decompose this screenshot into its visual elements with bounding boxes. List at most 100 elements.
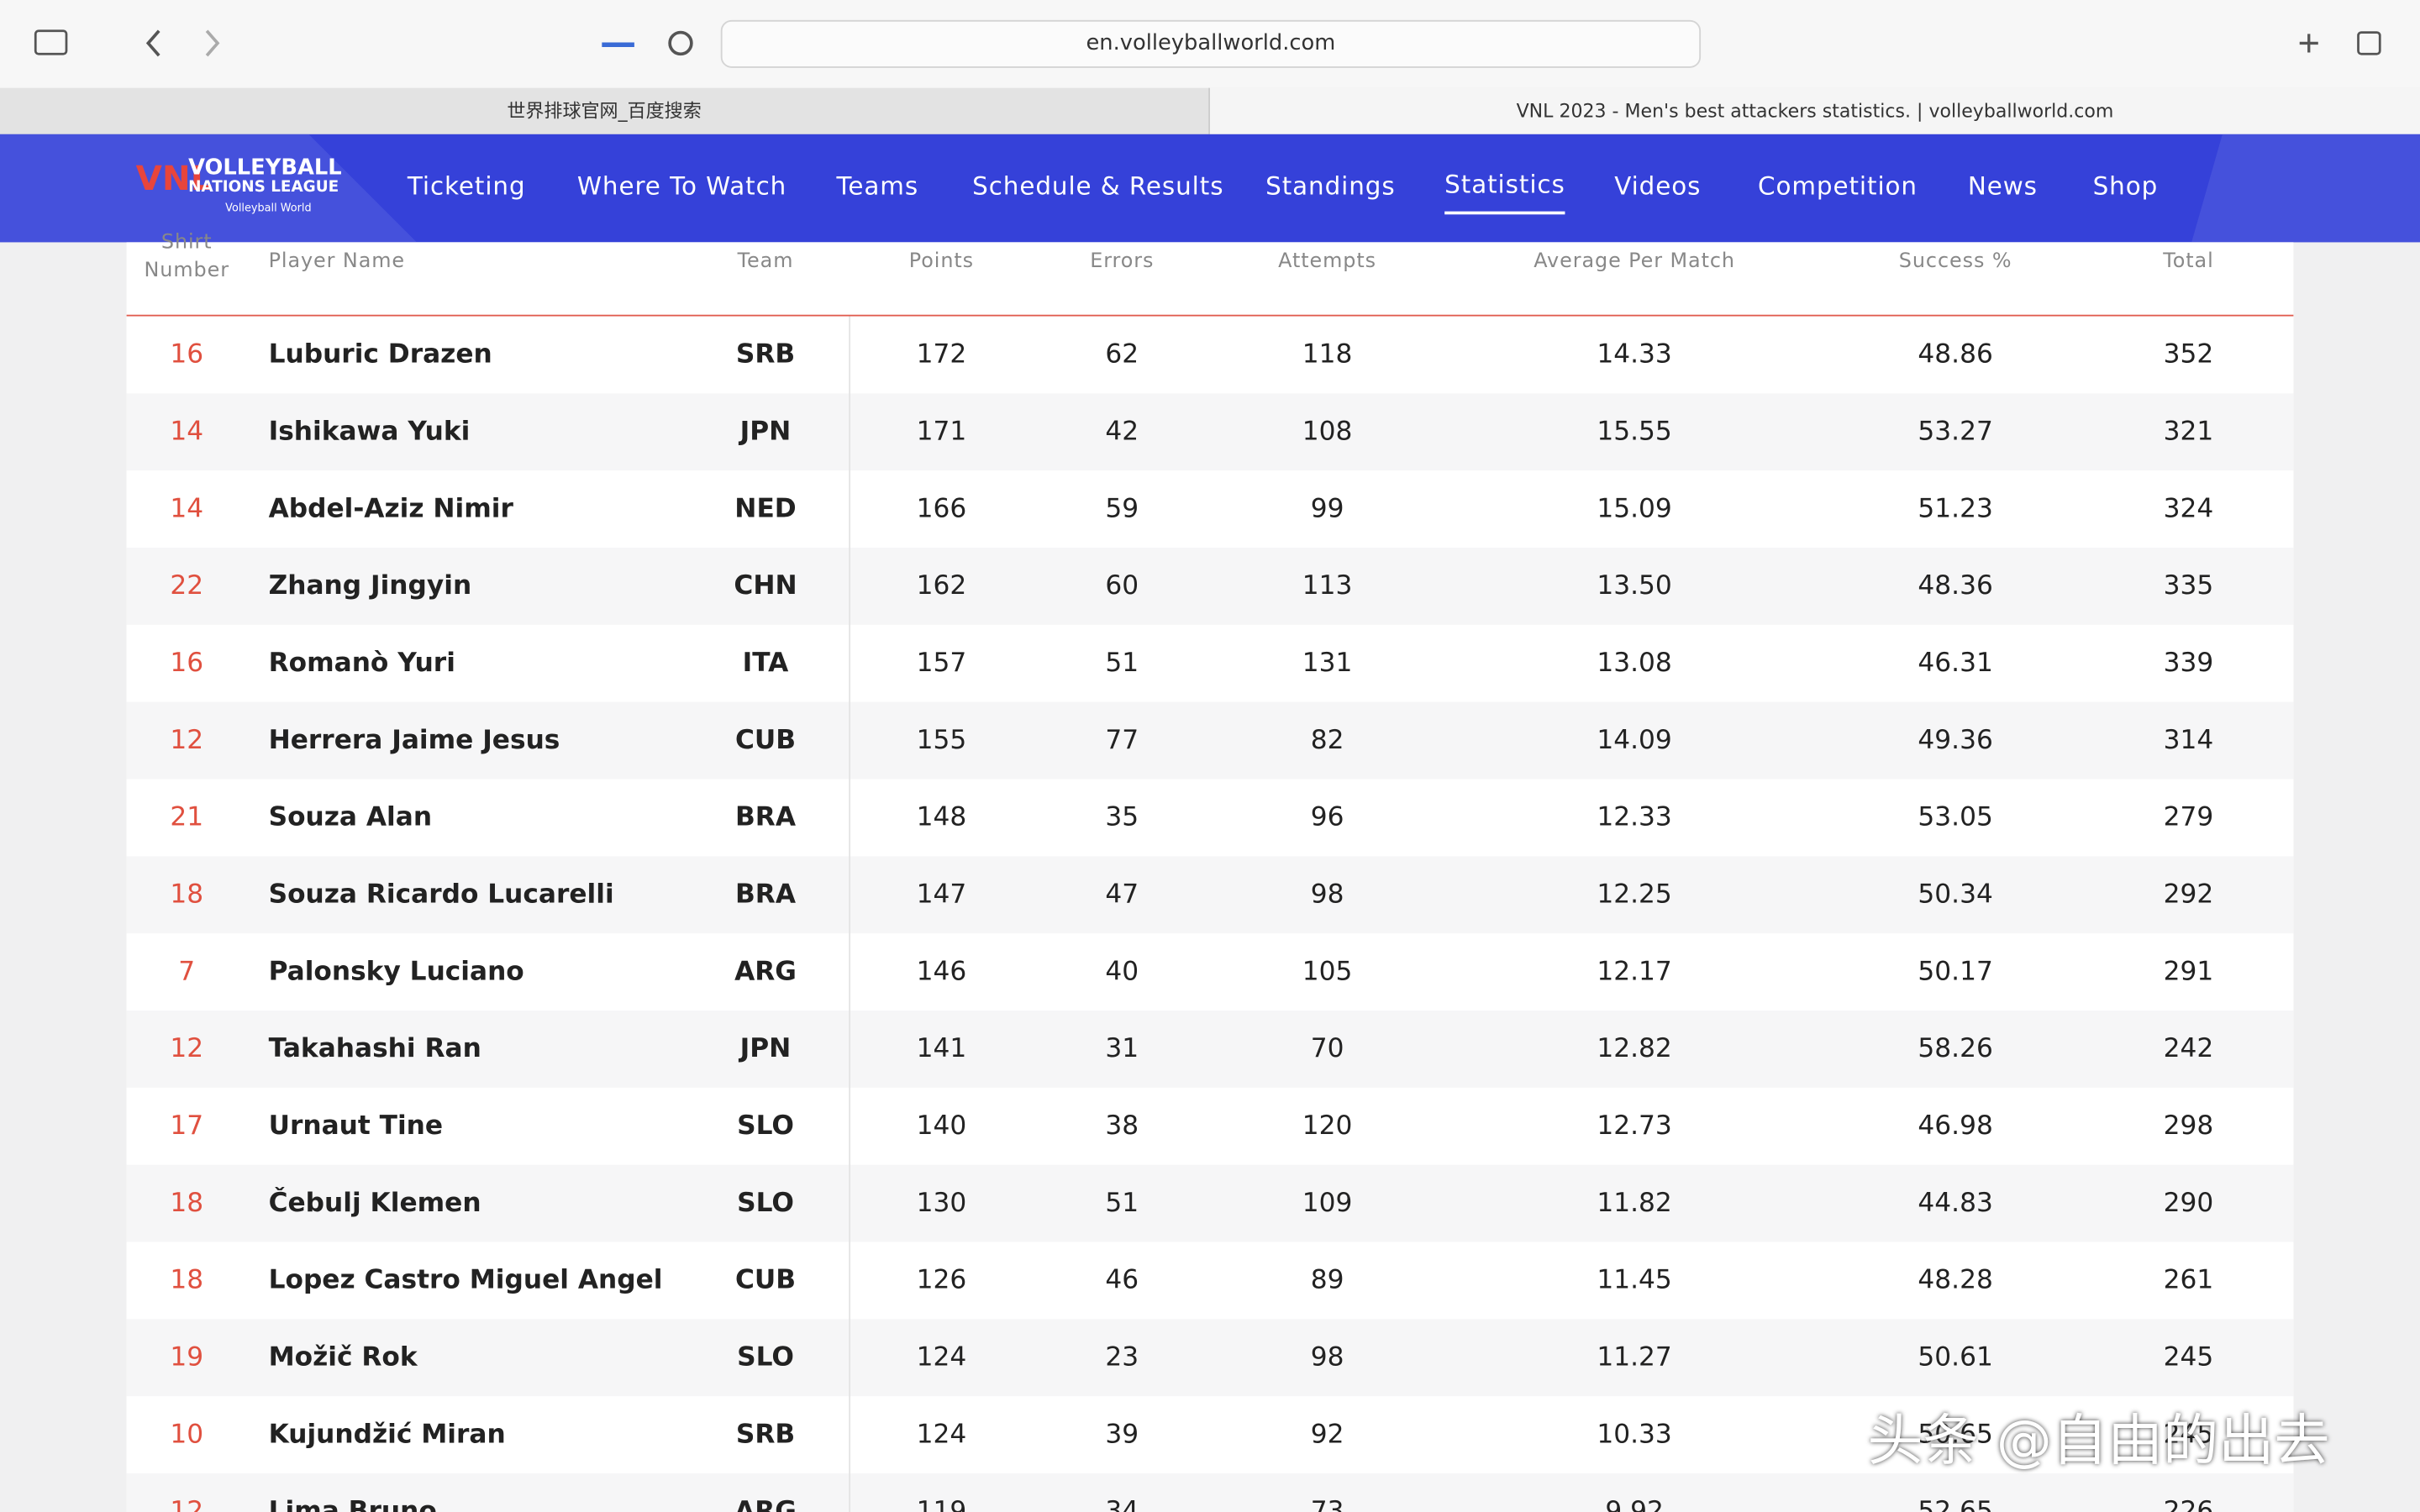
column-divider bbox=[849, 317, 850, 1512]
table-cell: 12.17 bbox=[1511, 933, 1758, 1011]
nav-link[interactable]: News bbox=[1968, 134, 2038, 239]
table-cell: 291 bbox=[2065, 933, 2312, 1011]
player-name: Souza Ricardo Lucarelli bbox=[269, 856, 614, 933]
logo-brand: Volleyball World bbox=[225, 202, 311, 215]
player-name: Čebulj Klemen bbox=[269, 1165, 481, 1242]
player-name: Lima Bruno bbox=[269, 1473, 437, 1512]
table-cell: 335 bbox=[2065, 548, 2312, 625]
table-cell: 298 bbox=[2065, 1088, 2312, 1165]
column-header: Average Per Match bbox=[1511, 242, 1758, 282]
logo-title: VOLLEYBALL bbox=[188, 156, 342, 181]
table-cell: 11.27 bbox=[1511, 1319, 1758, 1396]
table-cell: 50.34 bbox=[1832, 856, 2079, 933]
column-header: Total bbox=[2065, 242, 2312, 282]
table-cell: 12.73 bbox=[1511, 1088, 1758, 1165]
table-cell: 96 bbox=[1204, 780, 1451, 857]
tab[interactable]: VNL 2023 - Men's best attackers statisti… bbox=[1210, 88, 2420, 134]
column-header: Shirt Number bbox=[140, 230, 233, 286]
nav-link[interactable]: Competition bbox=[1758, 134, 1918, 239]
table-cell: 14.33 bbox=[1511, 317, 1758, 394]
table-cell: 51.23 bbox=[1832, 470, 2079, 548]
table-cell: 48.28 bbox=[1832, 1242, 2079, 1320]
player-name: Souza Alan bbox=[269, 780, 432, 857]
table-cell: 12.82 bbox=[1511, 1011, 1758, 1088]
table-cell: 290 bbox=[2065, 1165, 2312, 1242]
table-cell: 73 bbox=[1204, 1473, 1451, 1512]
table-cell: 98 bbox=[1204, 1319, 1451, 1396]
table-cell: 13.08 bbox=[1511, 625, 1758, 702]
table-cell: 46.98 bbox=[1832, 1088, 2079, 1165]
nav-link[interactable]: Standings bbox=[1265, 134, 1395, 239]
player-name: Kujundžić Miran bbox=[269, 1396, 506, 1473]
table-cell: 242 bbox=[2065, 1011, 2312, 1088]
table-cell: 324 bbox=[2065, 470, 2312, 548]
table-cell: 261 bbox=[2065, 1242, 2312, 1320]
table-cell: 245 bbox=[2065, 1319, 2312, 1396]
table-cell: 339 bbox=[2065, 625, 2312, 702]
column-header: Player Name bbox=[269, 242, 405, 282]
table-cell: 226 bbox=[2065, 1473, 2312, 1512]
player-name: Luburic Drazen bbox=[269, 317, 492, 394]
player-name: Možič Rok bbox=[269, 1319, 418, 1396]
table-cell: 89 bbox=[1204, 1242, 1451, 1320]
column-header: Attempts bbox=[1204, 242, 1451, 282]
table-cell: 109 bbox=[1204, 1165, 1451, 1242]
table-cell: 15.09 bbox=[1511, 470, 1758, 548]
table-cell: 9.92 bbox=[1511, 1473, 1758, 1512]
player-name: Urnaut Tine bbox=[269, 1088, 443, 1165]
table-cell: 352 bbox=[2065, 317, 2312, 394]
table-cell: 105 bbox=[1204, 933, 1451, 1011]
table-cell: 113 bbox=[1204, 548, 1451, 625]
table-cell: 50.61 bbox=[1832, 1319, 2079, 1396]
table-cell: 118 bbox=[1204, 317, 1451, 394]
stats-table: Shirt NumberPlayer NameTeamPointsErrorsA… bbox=[127, 242, 2294, 1512]
player-name: Romanò Yuri bbox=[269, 625, 455, 702]
table-cell: 12.25 bbox=[1511, 856, 1758, 933]
table-cell: 49.36 bbox=[1832, 702, 2079, 780]
table-cell: 108 bbox=[1204, 393, 1451, 470]
table-cell: 53.05 bbox=[1832, 780, 2079, 857]
column-header: Success % bbox=[1832, 242, 2079, 282]
table-cell: 314 bbox=[2065, 702, 2312, 780]
nav-link[interactable]: Schedule & Results bbox=[972, 134, 1223, 239]
nav-link[interactable]: Teams bbox=[837, 134, 919, 239]
table-cell: 92 bbox=[1204, 1396, 1451, 1473]
table-cell: 15.55 bbox=[1511, 393, 1758, 470]
table-cell: 98 bbox=[1204, 856, 1451, 933]
table-cell: 321 bbox=[2065, 393, 2312, 470]
tab[interactable]: 世界排球官网_百度搜索 bbox=[0, 88, 1210, 134]
table-cell: 70 bbox=[1204, 1011, 1451, 1088]
table-cell: 82 bbox=[1204, 702, 1451, 780]
player-name: Takahashi Ran bbox=[269, 1011, 481, 1088]
player-name: Herrera Jaime Jesus bbox=[269, 702, 560, 780]
player-name: Lopez Castro Miguel Angel bbox=[269, 1242, 663, 1320]
address-bar[interactable]: en.volleyballworld.com bbox=[721, 20, 1701, 68]
table-cell: 48.86 bbox=[1832, 317, 2079, 394]
logo-subtitle: NATIONS LEAGUE bbox=[188, 179, 339, 196]
table-cell: 131 bbox=[1204, 625, 1451, 702]
table-cell: 14.09 bbox=[1511, 702, 1758, 780]
player-name: Palonsky Luciano bbox=[269, 933, 524, 1011]
table-cell: 44.83 bbox=[1832, 1165, 2079, 1242]
watermark: 头条 @自由的出去 bbox=[1867, 1396, 2329, 1477]
table-cell: 120 bbox=[1204, 1088, 1451, 1165]
nav-link[interactable]: Shop bbox=[2093, 134, 2159, 239]
table-cell: 11.45 bbox=[1511, 1242, 1758, 1320]
table-cell: 292 bbox=[2065, 856, 2312, 933]
table-cell: 53.27 bbox=[1832, 393, 2079, 470]
nav-link[interactable]: Ticketing bbox=[408, 134, 526, 239]
table-cell: 279 bbox=[2065, 780, 2312, 857]
tab-bar: 世界排球官网_百度搜索 VNL 2023 - Men's best attack… bbox=[0, 88, 2420, 136]
player-name: Zhang Jingyin bbox=[269, 548, 472, 625]
table-cell: 99 bbox=[1204, 470, 1451, 548]
table-cell: 52.65 bbox=[1832, 1473, 2079, 1512]
table-cell: 12.33 bbox=[1511, 780, 1758, 857]
nav-link[interactable]: Videos bbox=[1614, 134, 1701, 239]
player-name: Ishikawa Yuki bbox=[269, 393, 471, 470]
nav-link[interactable]: Statistics bbox=[1444, 134, 1565, 215]
table-cell: 13.50 bbox=[1511, 548, 1758, 625]
site-nav: VNL VOLLEYBALL NATIONS LEAGUE Volleyball… bbox=[0, 134, 2420, 243]
table-cell: 46.31 bbox=[1832, 625, 2079, 702]
nav-link[interactable]: Where To Watch bbox=[577, 134, 786, 239]
